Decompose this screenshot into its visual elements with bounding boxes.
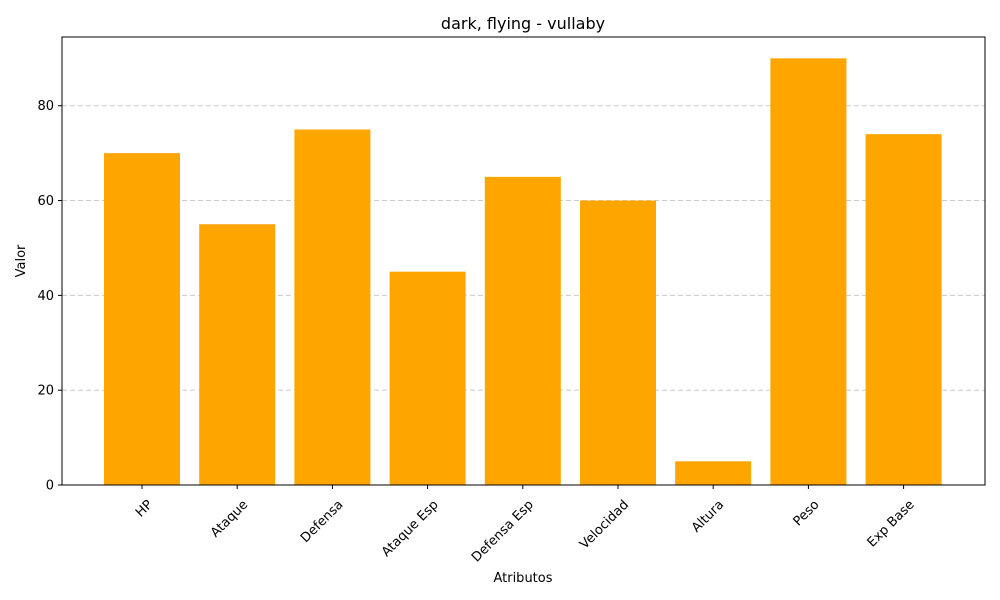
x-tick-label: Ataque Esp [379,497,442,560]
x-axis: HP Ataque Defensa Ataque Esp Defensa Esp Velo… [133,485,918,565]
x-tick-label: HP [133,497,156,520]
y-axis: 0 20 40 60 80 [37,99,62,494]
bar [484,176,561,485]
x-tick-label: Altura [689,497,727,535]
x-axis-label: Atributos [493,571,552,586]
bars-layer [104,58,942,486]
bar [865,134,942,485]
x-tick-label: Defensa [298,497,346,545]
bar [770,58,847,485]
y-tick-label: 20 [37,384,54,399]
bar [675,461,752,485]
y-tick-label: 60 [37,194,54,209]
x-tick-label: Defensa Esp [469,497,537,565]
plot-frame [61,36,986,486]
y-tick-label: 40 [37,289,54,304]
bar [199,224,276,485]
bar [104,153,180,486]
chart-title: dark, flying - vullaby [441,14,605,33]
x-tick-label: Peso [791,497,823,529]
y-axis-label: Valor [14,244,29,277]
x-tick-label: Velocidad [577,497,632,552]
bar [294,129,371,485]
bar [580,200,656,486]
x-tick-label: Exp Base [865,497,918,550]
x-tick-label: Ataque [208,497,251,540]
y-tick-label: 80 [37,99,54,114]
y-tick-label: 0 [46,479,54,494]
bar [389,271,466,485]
